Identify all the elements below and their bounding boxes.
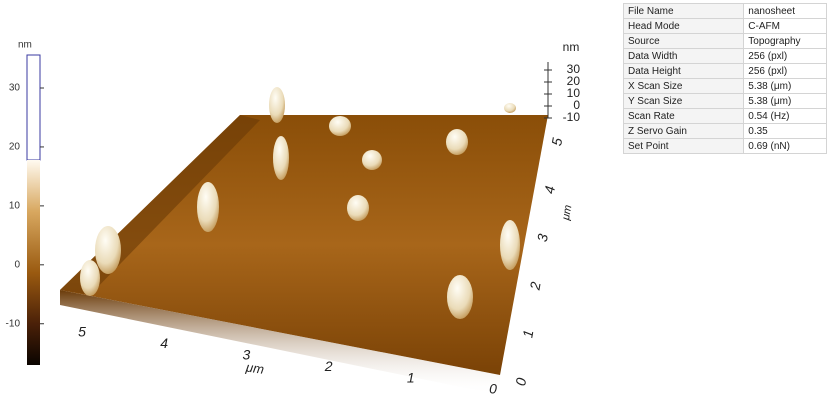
y-tick-label: 2 <box>526 280 543 292</box>
x-tick-label: 0 <box>489 381 497 397</box>
z-tick-label: -10 <box>563 110 581 124</box>
info-key: Data Height <box>624 64 744 79</box>
x-tick-label: 3 <box>243 347 251 363</box>
colorbar <box>27 160 40 365</box>
y-tick-label: 5 <box>548 136 565 147</box>
info-value: 0.54 (Hz) <box>744 109 827 124</box>
colorbar-saturated <box>27 55 40 160</box>
colorbar-tick-label: -10 <box>6 318 21 329</box>
info-value: 256 (pxl) <box>744 49 827 64</box>
y-tick-label: 1 <box>519 329 536 339</box>
info-value: 5.38 (μm) <box>744 94 827 109</box>
info-value: 0.35 <box>744 124 827 139</box>
x-tick-label: 1 <box>407 369 415 385</box>
x-tick-label: 4 <box>160 335 168 351</box>
info-value: 0.69 (nN) <box>744 139 827 154</box>
info-key: Set Point <box>624 139 744 154</box>
y-tick-label: 4 <box>541 184 558 195</box>
info-key: Data Width <box>624 49 744 64</box>
afm-view: nm nm μm μm 3020100-103020100-1054321001… <box>0 0 827 401</box>
y-tick-label: 3 <box>534 232 551 243</box>
x-tick-label: 2 <box>324 358 333 374</box>
x-tick-label: 5 <box>78 324 86 340</box>
colorbar-tick-label: 10 <box>9 201 21 212</box>
z-axis-unit: nm <box>563 40 580 54</box>
info-value: Topography <box>744 34 827 49</box>
y-axis-unit: μm <box>560 204 575 222</box>
info-value: C-AFM <box>744 19 827 34</box>
info-key: X Scan Size <box>624 79 744 94</box>
info-key: Y Scan Size <box>624 94 744 109</box>
info-value: nanosheet <box>744 4 827 19</box>
info-value: 5.38 (μm) <box>744 79 827 94</box>
colorbar-unit: nm <box>18 40 32 51</box>
colorbar-tick-label: 20 <box>9 142 21 153</box>
info-key: File Name <box>624 4 744 19</box>
info-key: Scan Rate <box>624 109 744 124</box>
info-value: 256 (pxl) <box>744 64 827 79</box>
colorbar-tick-label: 30 <box>9 83 21 94</box>
y-tick-label: 0 <box>512 376 529 387</box>
info-key: Head Mode <box>624 19 744 34</box>
info-key: Z Servo Gain <box>624 124 744 139</box>
info-key: Source <box>624 34 744 49</box>
colorbar-tick-label: 0 <box>14 259 20 270</box>
